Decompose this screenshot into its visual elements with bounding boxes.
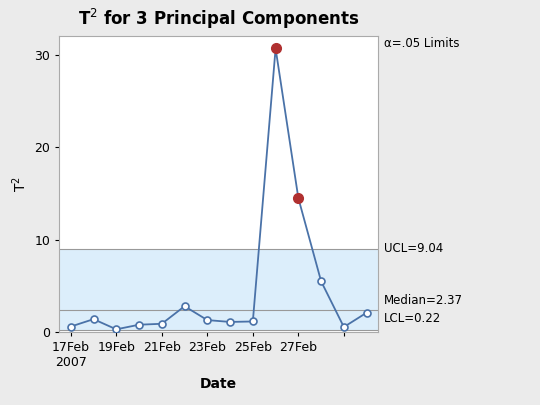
X-axis label: Date: Date xyxy=(200,377,237,392)
Text: α=.05 Limits: α=.05 Limits xyxy=(384,37,460,50)
Title: T$^2$ for 3 Principal Components: T$^2$ for 3 Principal Components xyxy=(78,7,360,31)
Text: Median=2.37: Median=2.37 xyxy=(384,294,463,307)
Text: UCL=9.04: UCL=9.04 xyxy=(384,242,444,255)
Text: LCL=0.22: LCL=0.22 xyxy=(384,311,442,324)
Y-axis label: T$^2$: T$^2$ xyxy=(10,176,29,192)
Bar xyxy=(59,249,378,330)
